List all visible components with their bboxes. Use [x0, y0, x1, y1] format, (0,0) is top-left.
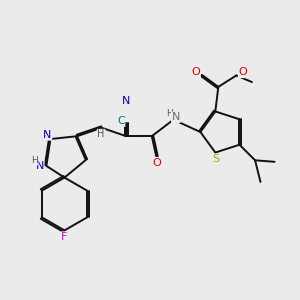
- Text: N: N: [35, 161, 44, 171]
- Text: F: F: [61, 232, 68, 242]
- Text: N: N: [172, 112, 180, 122]
- Text: O: O: [238, 68, 247, 77]
- Text: C: C: [117, 116, 125, 126]
- Text: H: H: [98, 129, 105, 140]
- Text: O: O: [191, 68, 200, 77]
- Text: H: H: [167, 109, 173, 118]
- Text: H: H: [31, 156, 38, 165]
- Text: N: N: [43, 130, 52, 140]
- Text: N: N: [122, 96, 130, 106]
- Text: S: S: [212, 154, 220, 164]
- Text: O: O: [152, 158, 161, 168]
